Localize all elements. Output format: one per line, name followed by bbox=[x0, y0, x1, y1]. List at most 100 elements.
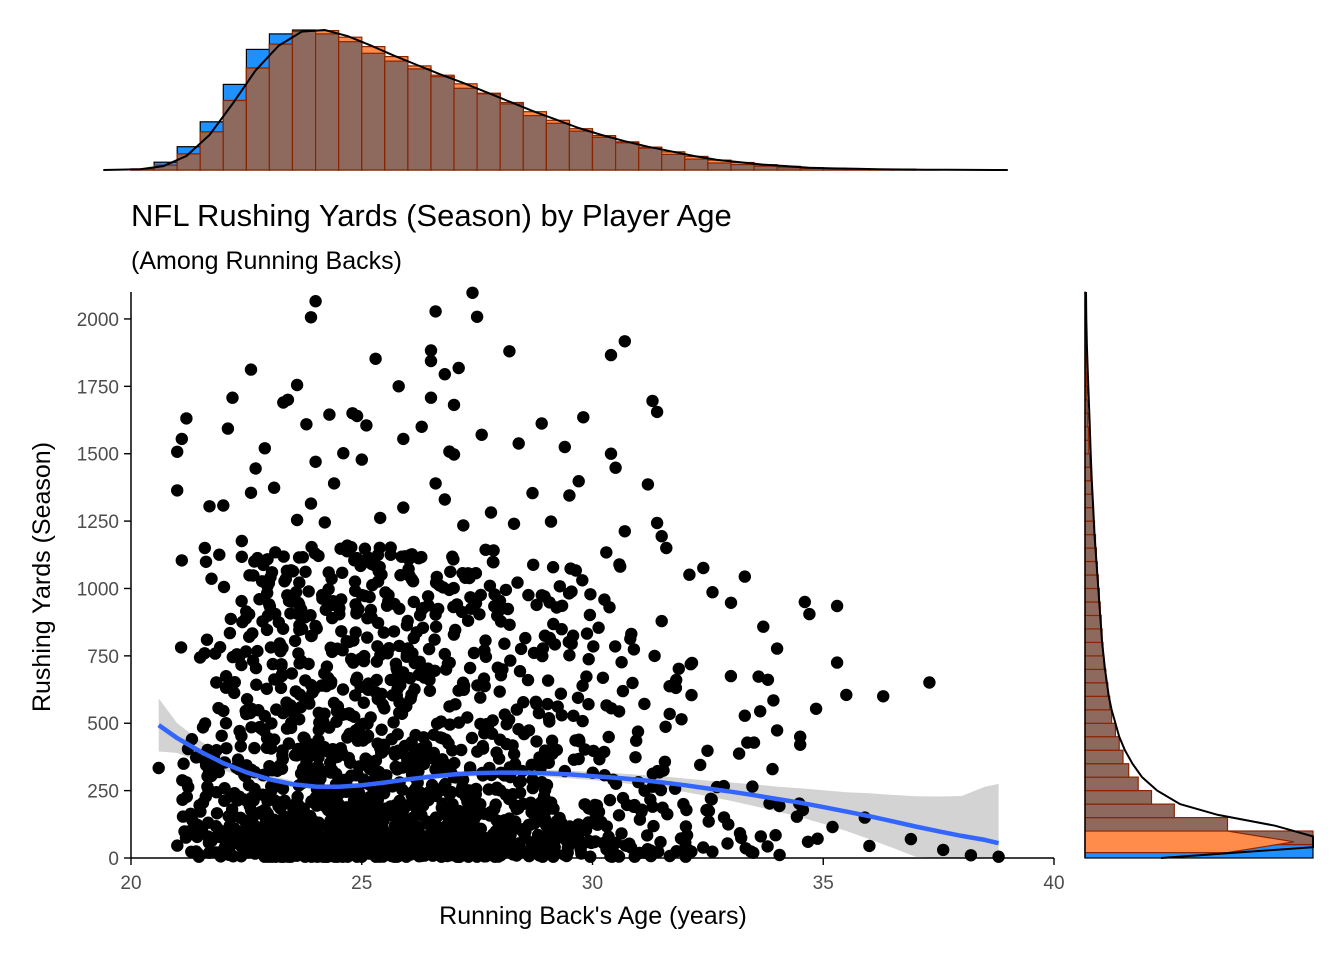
scatter-point bbox=[205, 572, 218, 585]
scatter-point bbox=[299, 674, 312, 687]
scatter-point bbox=[174, 641, 188, 654]
scatter-point bbox=[754, 705, 767, 718]
scatter-point bbox=[228, 822, 241, 835]
scatter-point bbox=[245, 840, 258, 853]
scatter-point bbox=[393, 706, 406, 719]
scatter-point bbox=[443, 583, 456, 597]
scatter-point bbox=[438, 368, 451, 381]
scatter-point bbox=[294, 767, 308, 780]
scatter-point bbox=[610, 836, 623, 849]
right-hist-bar bbox=[1084, 682, 1109, 697]
right-hist-bar bbox=[1084, 480, 1093, 495]
scatter-point bbox=[401, 642, 415, 655]
scatter-point bbox=[646, 394, 659, 408]
scatter-point bbox=[235, 729, 248, 743]
top-overlap-bar bbox=[776, 167, 801, 171]
scatter-point bbox=[592, 621, 605, 634]
scatter-point bbox=[225, 803, 239, 816]
scatter-point bbox=[568, 836, 581, 849]
scatter-point bbox=[641, 478, 655, 491]
scatter-point bbox=[454, 785, 467, 799]
scatter-point bbox=[526, 773, 539, 786]
scatter-point bbox=[304, 497, 318, 510]
y-tick-label: 2000 bbox=[77, 310, 119, 331]
right-hist-bar bbox=[1084, 803, 1175, 819]
scatter-point bbox=[304, 609, 317, 622]
scatter-point bbox=[616, 684, 630, 698]
top-overlap-bar bbox=[453, 87, 478, 171]
scatter-point bbox=[447, 553, 460, 566]
scatter-point bbox=[243, 569, 256, 582]
scatter-point bbox=[377, 626, 390, 639]
scatter-point bbox=[274, 681, 288, 695]
scatter-point bbox=[366, 578, 379, 592]
scatter-point bbox=[379, 802, 392, 815]
scatter-point bbox=[809, 702, 823, 715]
scatter-point bbox=[246, 817, 259, 830]
scatter-point bbox=[455, 819, 469, 833]
scatter-point bbox=[275, 668, 289, 681]
top-overlap-bar bbox=[291, 30, 317, 171]
scatter-point bbox=[540, 778, 554, 792]
scatter-point bbox=[663, 707, 676, 721]
scatter-point bbox=[706, 586, 719, 599]
scatter-point bbox=[370, 673, 383, 687]
scatter-point bbox=[200, 633, 214, 646]
top-overlap-bar bbox=[384, 60, 409, 171]
scatter-point bbox=[302, 585, 315, 598]
scatter-point bbox=[679, 836, 692, 849]
scatter-point bbox=[409, 782, 423, 795]
scatter-point bbox=[202, 816, 215, 829]
scatter-point bbox=[773, 799, 786, 813]
scatter-point bbox=[191, 847, 205, 860]
right-hist-bar bbox=[1084, 655, 1105, 671]
scatter-point bbox=[180, 412, 193, 425]
scatter-point bbox=[359, 817, 373, 831]
right-hist-bar bbox=[1084, 749, 1124, 765]
scatter-point bbox=[311, 760, 325, 773]
scatter-point bbox=[180, 790, 193, 803]
scatter-point bbox=[364, 711, 377, 724]
scatter-point bbox=[596, 671, 610, 684]
scatter-point bbox=[457, 683, 470, 696]
scatter-point bbox=[438, 647, 451, 661]
scatter-point bbox=[475, 428, 488, 441]
scatter-point bbox=[522, 588, 535, 602]
scatter-point bbox=[626, 676, 639, 690]
scatter-point bbox=[675, 713, 688, 726]
right-hist-bar bbox=[1084, 789, 1153, 805]
scatter-point bbox=[746, 780, 759, 793]
scatter-point bbox=[476, 739, 489, 753]
scatter-point bbox=[670, 673, 683, 687]
scatter-point bbox=[397, 501, 410, 514]
scatter-point bbox=[724, 669, 738, 683]
scatter-point bbox=[310, 799, 323, 812]
scatter-point bbox=[507, 747, 521, 761]
scatter-point bbox=[226, 391, 239, 404]
scatter-point bbox=[333, 745, 347, 759]
scatter-point bbox=[546, 561, 560, 574]
scatter-point bbox=[334, 816, 347, 829]
scatter-point bbox=[401, 614, 414, 628]
scatter-point bbox=[382, 642, 396, 655]
scatter-point bbox=[217, 499, 230, 512]
top-overlap-bar bbox=[568, 130, 594, 171]
scatter-point bbox=[417, 731, 430, 744]
scatter-point bbox=[535, 417, 548, 430]
scatter-point bbox=[257, 558, 270, 572]
scatter-point bbox=[443, 445, 456, 458]
scatter-point bbox=[277, 550, 290, 563]
scatter-point bbox=[462, 850, 475, 863]
y-tick-label: 250 bbox=[87, 782, 119, 803]
scatter-point bbox=[242, 778, 256, 792]
scatter-point bbox=[182, 780, 195, 794]
scatter-point bbox=[368, 839, 382, 853]
scatter-point bbox=[635, 803, 648, 816]
scatter-point bbox=[478, 644, 491, 657]
scatter-point bbox=[340, 707, 354, 721]
scatter-point bbox=[312, 549, 325, 563]
scatter-point bbox=[646, 800, 659, 813]
scatter-point bbox=[830, 656, 844, 669]
scatter-point bbox=[171, 484, 184, 497]
scatter-point bbox=[923, 676, 936, 689]
